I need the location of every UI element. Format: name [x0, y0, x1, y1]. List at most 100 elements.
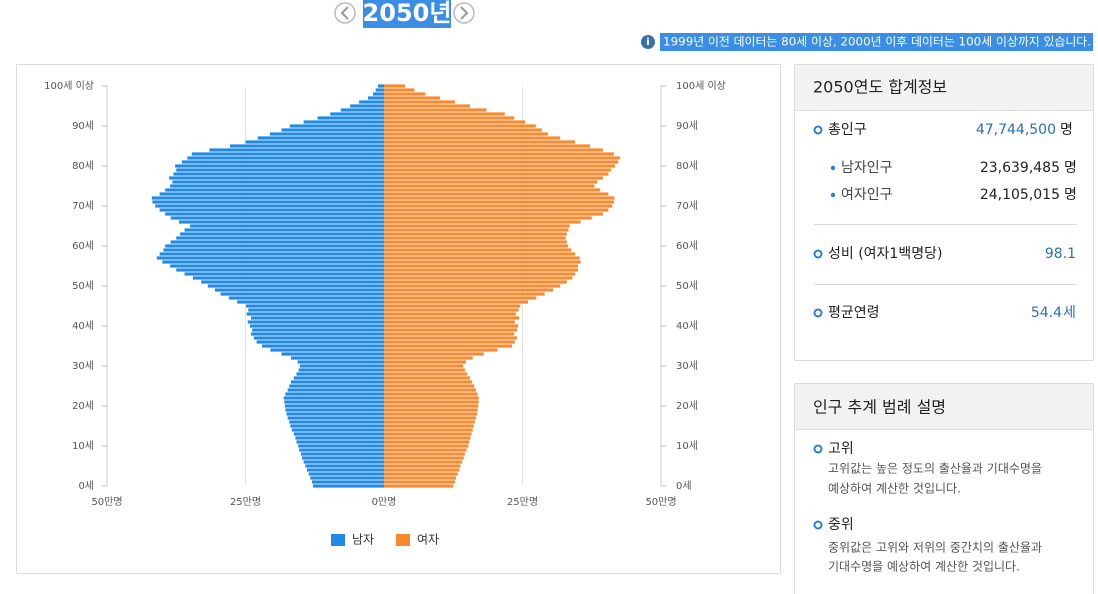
x-tick-label: 0만명 [372, 496, 397, 508]
bar [298, 444, 384, 448]
bar [152, 200, 384, 204]
summary-title: 2050연도 합계정보 [813, 78, 947, 97]
bar [165, 212, 384, 216]
bar [384, 136, 561, 140]
bar [384, 384, 475, 388]
bar [303, 120, 384, 124]
next-year-button[interactable] [453, 2, 475, 24]
total-value: 47,744,500 [976, 122, 1056, 138]
bar [384, 88, 415, 92]
bar [384, 248, 572, 252]
legend-label: 남자 [352, 533, 374, 547]
bar [269, 132, 384, 136]
bar [384, 228, 569, 232]
y-tick-label: 30세 [676, 360, 698, 372]
female-value: 24,105,015 [980, 187, 1060, 203]
bullet [813, 125, 823, 135]
bar [302, 456, 384, 460]
next-arrow [460, 6, 469, 20]
bar [293, 432, 384, 436]
bar [384, 100, 455, 104]
bar [299, 448, 384, 452]
bar [384, 440, 470, 444]
bar [384, 352, 484, 356]
info-icon [641, 35, 655, 49]
data-note: 1999년 이전 데이터는 80세 이상, 2000년 이후 데이터는 100세… [663, 35, 1091, 49]
bar [384, 168, 612, 172]
bar [384, 184, 595, 188]
bar [384, 260, 581, 264]
bar [384, 424, 474, 428]
bullet [813, 249, 823, 259]
bar [306, 468, 384, 472]
bar [257, 136, 384, 140]
y-tick-label: 90세 [72, 120, 94, 132]
bar [159, 252, 384, 256]
bar [384, 84, 406, 88]
bar [251, 316, 384, 320]
age-unit: 세 [1063, 305, 1076, 321]
ratio-label: 성비 (여자1백명당) [828, 246, 942, 262]
bar [375, 88, 384, 92]
bar [165, 244, 384, 248]
bar [384, 468, 460, 472]
bar [384, 380, 473, 384]
bar [384, 152, 614, 156]
bar [290, 380, 384, 384]
bar [384, 476, 457, 480]
bar [384, 376, 470, 380]
male-unit: 명 [1064, 160, 1077, 176]
bar [170, 216, 384, 220]
bar [384, 340, 515, 344]
y-tick-label: 0세 [78, 480, 94, 492]
bar [384, 404, 479, 408]
bar [384, 428, 473, 432]
bar [317, 116, 384, 120]
bar [159, 208, 384, 212]
bar [191, 152, 384, 156]
bar [220, 292, 384, 296]
bar [384, 132, 548, 136]
bar [190, 224, 384, 228]
bar [283, 396, 384, 400]
bar [384, 368, 465, 372]
bar [290, 424, 384, 428]
bar [384, 192, 609, 196]
prev-year-button[interactable] [334, 2, 356, 24]
bar [384, 300, 529, 304]
summary-panel [794, 64, 1094, 361]
x-tick-label: 25만명 [507, 496, 538, 508]
bar [303, 460, 384, 464]
bar [311, 480, 384, 484]
y-tick-label: 60세 [72, 240, 94, 252]
bar [384, 96, 440, 100]
bar [359, 100, 384, 104]
bullet [813, 520, 823, 530]
bar [384, 324, 519, 328]
bar [180, 232, 384, 236]
bar [367, 96, 384, 100]
bar [372, 92, 384, 96]
bar [165, 188, 384, 192]
bar [293, 376, 384, 380]
bar [384, 416, 476, 420]
bar [384, 316, 520, 320]
bullet [813, 308, 823, 318]
bullet [830, 192, 836, 198]
bar [308, 472, 384, 476]
bar [296, 372, 384, 376]
male-value: 23,639,485 [980, 160, 1060, 176]
bar [295, 436, 384, 440]
y-tick-label: 80세 [72, 160, 94, 172]
bar [384, 200, 614, 204]
ratio-value: 98.1 [1045, 246, 1076, 262]
y-tick-label: 10세 [676, 440, 698, 452]
bullet [830, 165, 836, 171]
bar [181, 160, 384, 164]
female-label: 여자인구 [841, 187, 893, 203]
y-tick-label: 80세 [676, 160, 698, 172]
bar [384, 120, 526, 124]
bar [281, 128, 384, 132]
bar [384, 244, 568, 248]
